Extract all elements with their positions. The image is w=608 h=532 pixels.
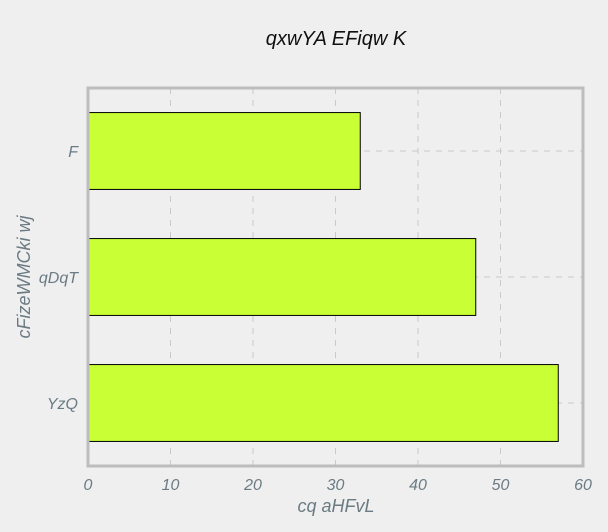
x-tick-label: 20 [243, 477, 262, 494]
chart-title: qxwYA EFiqw K [266, 28, 408, 50]
bar-yzq [87, 364, 559, 442]
bars [87, 112, 559, 442]
y-tick-label: YzQ [47, 396, 78, 413]
bar-f [87, 112, 361, 190]
y-tick-label: qDqT [39, 270, 79, 287]
x-tick-label: 0 [84, 477, 93, 494]
x-tick-label: 50 [492, 477, 510, 494]
x-tick-label: 60 [574, 477, 592, 494]
x-axis-label: cq aHFvL [297, 496, 374, 516]
plot-frame [86, 86, 585, 468]
x-tick-labels: 0 10 20 30 40 50 60 [84, 477, 592, 494]
y-tick-label: F [68, 144, 79, 161]
x-tick-label: 30 [327, 477, 345, 494]
x-tick-label: 40 [409, 477, 427, 494]
bar-qdqt [87, 238, 477, 316]
y-axis-label: cFizeWMCki wj [14, 215, 34, 339]
x-tick-label: 10 [162, 477, 180, 494]
